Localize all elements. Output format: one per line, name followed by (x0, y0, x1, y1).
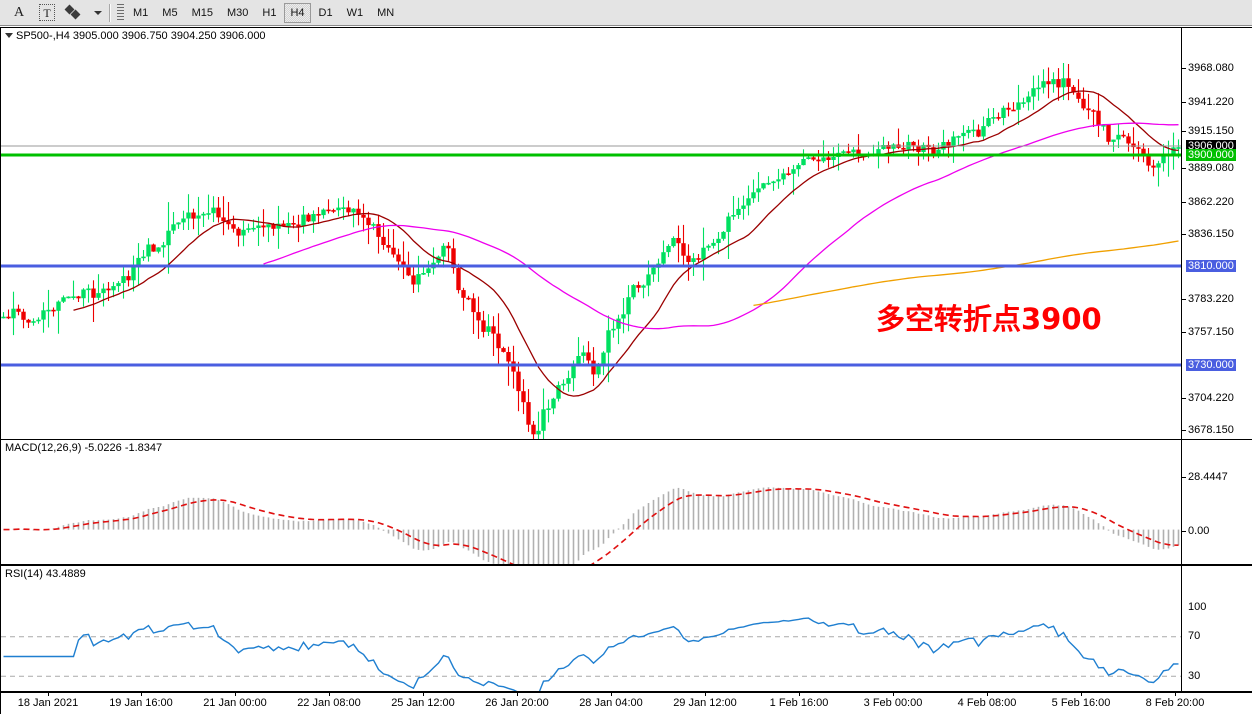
rsi-axis[interactable]: 10070300 (1181, 566, 1252, 691)
price-tick (1182, 332, 1186, 333)
time-tick (517, 693, 518, 696)
time-tick (705, 693, 706, 696)
price-axis[interactable]: 3968.080 3941.220 3915.150 3906.000 3900.000… (1181, 28, 1252, 439)
time-axis[interactable]: 18 Jan 2021 19 Jan 16:00 21 Jan 00:00 22 Ja… (1, 692, 1252, 714)
timeframe-d1[interactable]: D1 (318, 6, 333, 19)
price-pane[interactable]: 3968.080 3941.220 3915.150 3906.000 3900.000… (1, 28, 1252, 439)
timeframe-h1[interactable]: H1 (262, 6, 277, 19)
price-label-3757-150: 3757.150 (1188, 326, 1234, 338)
price-label-3678-150: 3678.150 (1188, 424, 1234, 436)
price-label-3915-150: 3915.150 (1188, 125, 1234, 137)
toolbar-separator (109, 3, 111, 22)
time-tick (799, 693, 800, 696)
symbol-info-text: SP500-,H4 3905.000 3906.750 3904.250 390… (16, 30, 266, 42)
toolbar-grip[interactable] (117, 3, 124, 22)
price-tick (1182, 398, 1186, 399)
time-tick (329, 693, 330, 696)
ma-fast-line (73, 90, 1179, 397)
time-tick (423, 693, 424, 696)
time-tick (987, 693, 988, 696)
price-label-3810-000: 3810.000 (1186, 260, 1236, 272)
ma-mid-line (263, 122, 1179, 330)
price-tick (1182, 102, 1186, 103)
price-tick (1182, 430, 1186, 431)
price-tick (1182, 131, 1186, 132)
macd-label: MACD(12,26,9) -5.0226 -1.8347 (5, 442, 163, 454)
text-label-icon[interactable]: A (13, 4, 25, 20)
rsi-pane[interactable]: 10070300 RSI(14) 43.4889 (1, 565, 1252, 692)
rsi-plot[interactable] (1, 566, 1181, 691)
timeframe-m30[interactable]: M30 (226, 6, 249, 19)
rsi-axis-label-70: 70 (1188, 630, 1201, 642)
rsi-line (3, 617, 1179, 691)
time-label: 5 Feb 16:00 (1051, 697, 1111, 709)
timeframe-m1[interactable]: M1 (133, 6, 149, 19)
macd-signal-line (3, 487, 1179, 564)
macd-axis-label: 28.4447 (1188, 471, 1228, 483)
time-label: 29 Jan 12:00 (673, 697, 737, 709)
macd-tick (1182, 531, 1186, 532)
time-tick (141, 693, 142, 696)
time-label: 21 Jan 00:00 (203, 697, 267, 709)
time-label: 3 Feb 00:00 (863, 697, 923, 709)
timeframe-m5[interactable]: M5 (162, 6, 178, 19)
time-label: 18 Jan 2021 (17, 697, 79, 709)
time-tick (611, 693, 612, 696)
rsi-label: RSI(14) 43.4889 (5, 568, 86, 580)
time-tick (1175, 693, 1176, 696)
timeframe-w1[interactable]: W1 (346, 6, 364, 19)
chart-annotation: 多空转折点3900 (876, 302, 1102, 336)
price-label-3704-220: 3704.220 (1188, 392, 1234, 404)
time-label: 25 Jan 12:00 (391, 697, 455, 709)
time-tick (235, 693, 236, 696)
time-label: 1 Feb 16:00 (769, 697, 829, 709)
price-tick (1182, 234, 1186, 235)
price-tick (1182, 168, 1186, 169)
shapes-icon[interactable] (62, 2, 88, 24)
rsi-svg (1, 617, 1181, 691)
time-label: 22 Jan 08:00 (297, 697, 361, 709)
macd-axis-label: 0.00 (1188, 525, 1210, 537)
price-label-3889-080: 3889.080 (1188, 162, 1234, 174)
collapse-arrow-icon[interactable] (5, 32, 13, 38)
timeframe-m15[interactable]: M15 (191, 6, 213, 19)
price-label-3968-080: 3968.080 (1188, 62, 1234, 74)
shapes-dropdown-caret-icon[interactable] (90, 2, 104, 24)
time-label: 28 Jan 04:00 (579, 697, 643, 709)
price-plot[interactable] (1, 28, 1181, 439)
timeframe-mn[interactable]: MN (377, 6, 395, 19)
chart-area: 3968.080 3941.220 3915.150 3906.000 3900.000… (0, 27, 1252, 714)
rsi-axis-label-100: 100 (1188, 601, 1207, 613)
price-tick (1182, 299, 1186, 300)
symbol-info-label: SP500-,H4 3905.000 3906.750 3904.250 390… (5, 30, 266, 42)
price-label-3941-220: 3941.220 (1188, 96, 1234, 108)
price-label-3862-220: 3862.220 (1188, 196, 1234, 208)
time-label: 26 Jan 20:00 (485, 697, 549, 709)
price-svg (1, 63, 1181, 439)
price-label-3730-000: 3730.000 (1186, 359, 1236, 371)
time-tick (893, 693, 894, 696)
time-label: 8 Feb 20:00 (1145, 697, 1205, 709)
rsi-axis-label-30: 30 (1188, 670, 1201, 682)
macd-svg (3, 487, 1180, 564)
time-tick (48, 693, 49, 696)
macd-plot[interactable] (1, 440, 1181, 564)
macd-tick (1182, 477, 1186, 478)
price-label-3783-220: 3783.220 (1188, 293, 1234, 305)
drawing-toolbar: A T M1 M5 M15 M30 H1 H4 D1 W1 MN (0, 0, 1252, 26)
price-tick (1182, 68, 1186, 69)
price-label-3900-000: 3900.000 (1186, 149, 1236, 161)
ma-slow-line (753, 240, 1179, 307)
time-tick (1081, 693, 1082, 696)
price-tick (1182, 202, 1186, 203)
text-box-icon[interactable]: T (34, 2, 60, 24)
timeframe-h4[interactable]: H4 (284, 2, 311, 23)
price-label-3836-150: 3836.150 (1188, 228, 1234, 240)
time-label: 4 Feb 08:00 (957, 697, 1017, 709)
time-label: 19 Jan 16:00 (109, 697, 173, 709)
